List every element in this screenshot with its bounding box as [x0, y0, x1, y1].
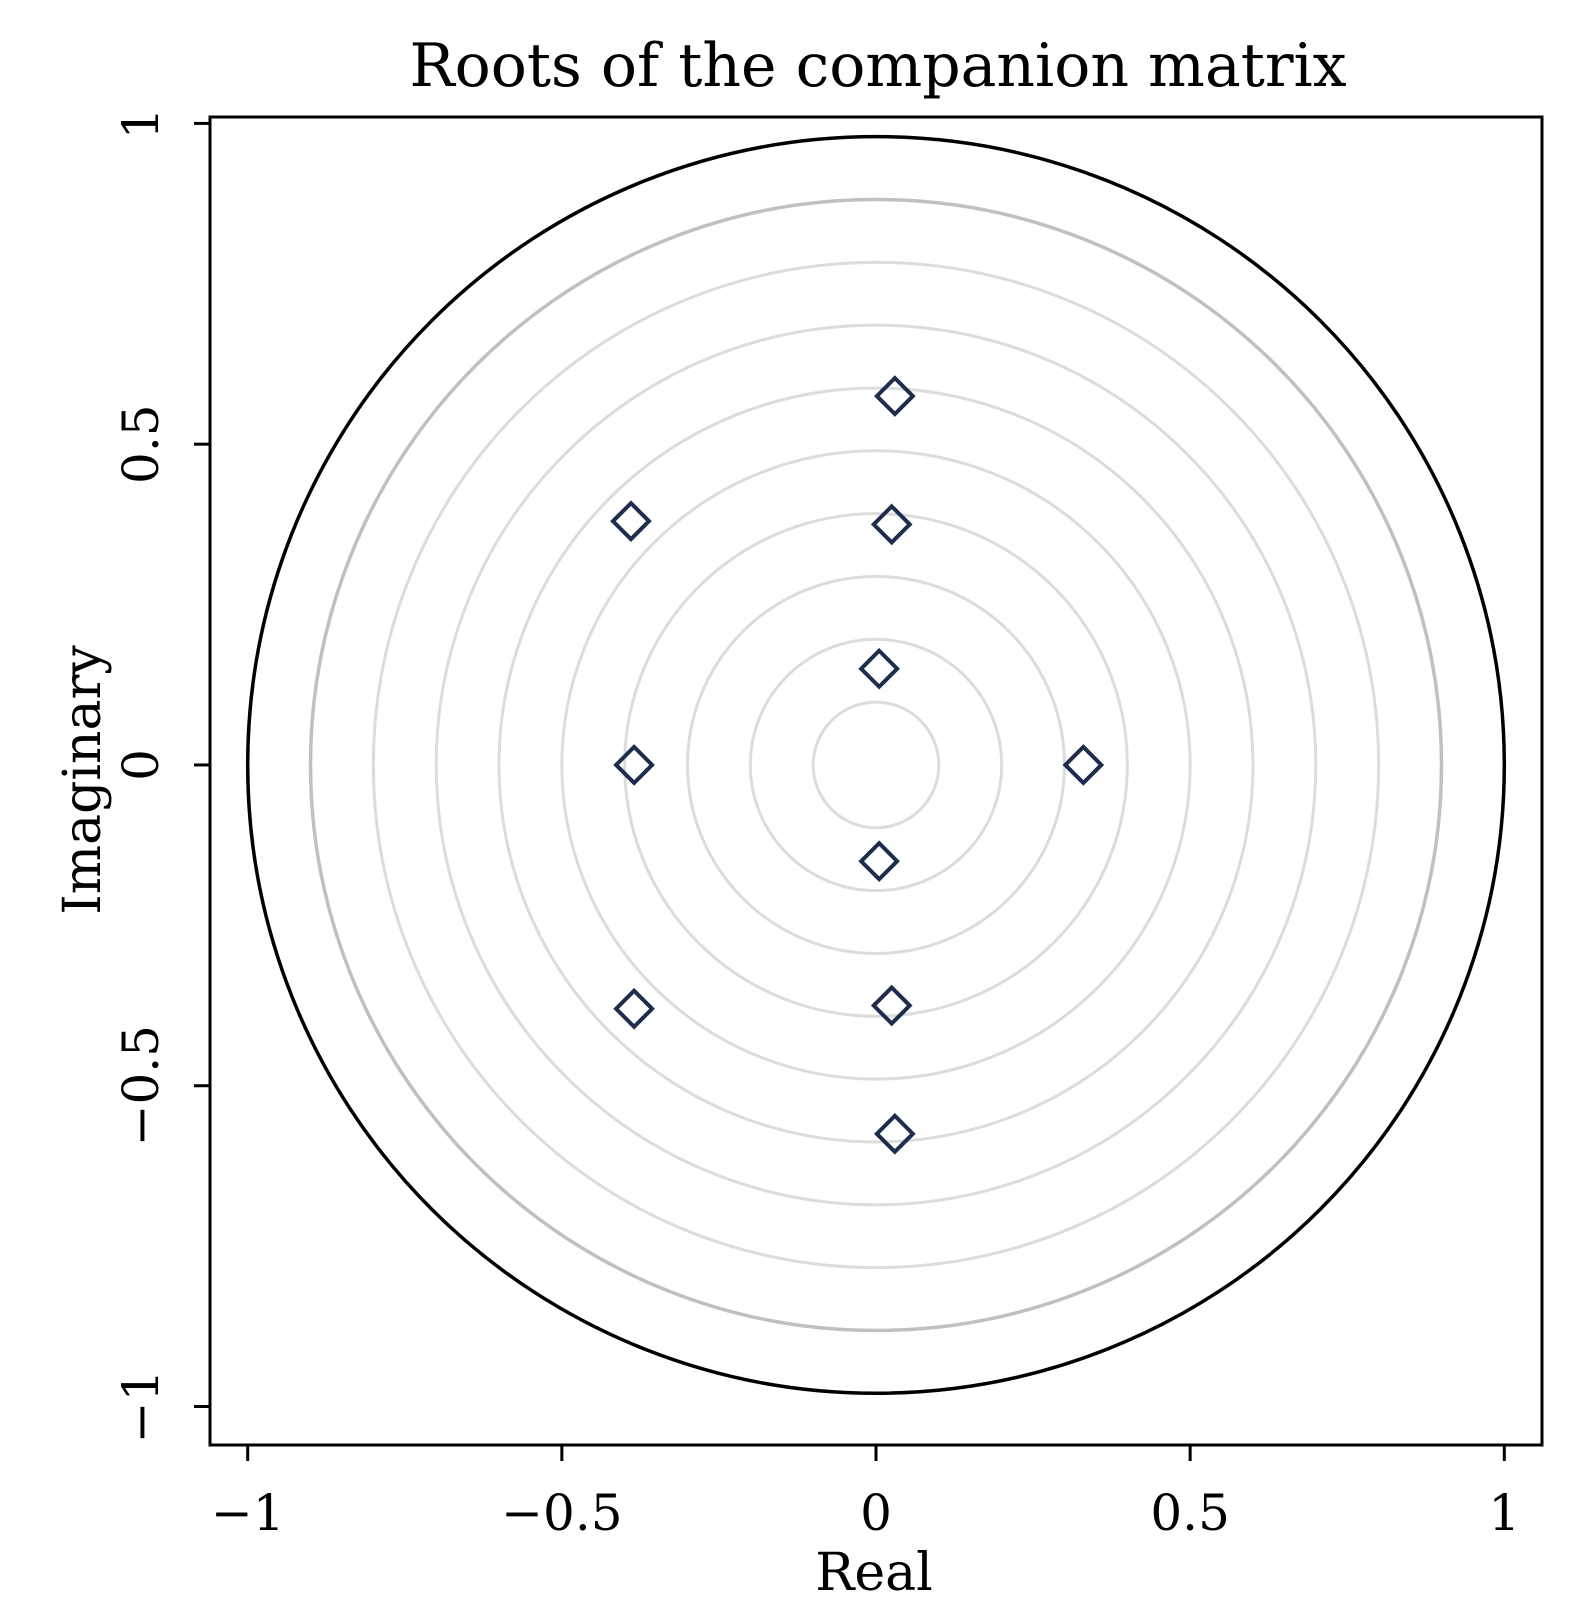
y-tick-label-2: −0.5	[112, 1025, 170, 1146]
reference-ring-3	[686, 574, 1066, 955]
reference-ring-5	[560, 449, 1192, 1081]
x-tick-label-1: −1	[211, 1484, 285, 1542]
y-tick-label-1: −1	[112, 1370, 170, 1444]
chart-title: Roots of the companion matrix	[409, 31, 1346, 101]
x-tick-label-5: 1	[1488, 1484, 1520, 1542]
reference-ring-2	[748, 637, 1004, 893]
root-point-5	[613, 744, 655, 786]
y-axis-label: Imaginary	[53, 645, 113, 915]
x-tick-label-4: 0.5	[1150, 1484, 1230, 1542]
x-axis: −1 −0.5 0 0.5 1	[211, 1445, 1520, 1542]
root-point-4	[858, 647, 900, 690]
y-tick-label-3: 0	[112, 749, 170, 781]
root-point-1	[874, 375, 916, 417]
reference-ring-7	[434, 323, 1318, 1207]
y-tick-label-5: 1	[112, 108, 170, 140]
y-axis: −1 −0.5 0 0.5 1	[112, 108, 210, 1444]
reference-ring-6	[497, 386, 1255, 1144]
y-tick-label-4: 0.5	[112, 404, 170, 484]
root-point-2	[610, 500, 652, 543]
reference-circle-outer	[308, 197, 1444, 1333]
root-point-6	[1062, 744, 1105, 786]
plot-frame	[208, 115, 1544, 1447]
root-point-8	[613, 987, 655, 1030]
root-point-3	[870, 503, 913, 546]
x-tick-label-3: 0	[860, 1484, 892, 1542]
unit-circle	[245, 134, 1507, 1396]
x-axis-label: Real	[815, 1543, 933, 1603]
root-point-10	[874, 1113, 916, 1155]
reference-ring-4	[623, 512, 1129, 1018]
reference-ring-1	[811, 700, 941, 830]
plot-area	[245, 134, 1507, 1396]
root-point-9	[870, 984, 913, 1027]
root-point-7	[858, 840, 900, 883]
x-tick-label-2: −0.5	[501, 1484, 622, 1542]
reference-ring-8	[371, 260, 1381, 1270]
